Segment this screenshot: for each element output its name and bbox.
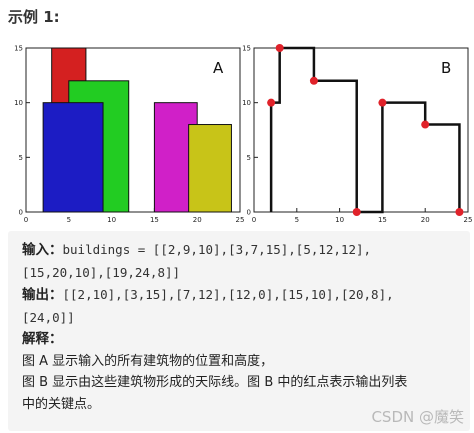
output-label: 输出 [22,287,49,303]
example-box: 输入：buildings = [[2,9,10],[3,7,15],[5,12,… [8,231,470,431]
y-tick-label: 10 [242,99,251,107]
input-value-2: [15,20,10],[19,24,8]] [22,264,181,280]
key-point [455,208,464,216]
key-point [309,76,318,85]
x-tick-label: 5 [67,216,71,224]
input-line: 输入：buildings = [[2,9,10],[3,7,15],[5,12,… [22,242,372,258]
y-tick-label: 0 [19,209,23,217]
x-tick-label: 25 [236,216,245,224]
x-tick-label: 10 [335,216,344,224]
y-tick-label: 0 [247,209,251,217]
key-point [267,98,276,107]
building-bar [42,102,104,213]
input-value-1: buildings = [[2,9,10],[3,7,15],[5,12,12]… [62,242,372,257]
explain-heading: 解释： [22,331,63,347]
explain-label: 解释 [22,331,49,347]
y-tick-label: 5 [247,154,251,162]
plot-frame [253,47,469,213]
building-bar [188,124,232,213]
y-tick-label: 10 [14,99,23,107]
example-heading: 示例 1: [8,8,60,26]
explain-line-3: 中的关键点。 [22,396,101,412]
key-point [378,98,387,107]
x-tick-label: 25 [464,216,473,224]
output-value-2: [24,0]] [22,309,75,325]
x-tick-label: 0 [24,216,28,224]
key-point [275,44,284,52]
input-line-cont: [15,20,10],[19,24,8]] [22,262,460,285]
x-tick-label: 20 [193,216,202,224]
watermark: CSDN @魔笑 [371,408,464,426]
y-tick-label: 15 [14,45,23,53]
explain-line-2: 图 B 显示由这些建筑物形成的天际线。图 B 中的红点表示输出列表 [22,375,408,390]
output-value-1: [[2,10],[3,15],[7,12],[12,0],[15,10],[20… [62,287,394,302]
x-tick-label: 0 [252,216,256,224]
key-point [352,208,361,216]
output-line-cont: [24,0]] [22,307,460,330]
x-tick-label: 5 [295,216,299,224]
x-tick-label: 20 [421,216,430,224]
explain-line-1: 图 A 显示输入的所有建筑物的位置和高度， [22,353,274,369]
x-tick-label: 15 [378,216,387,224]
key-point [421,120,430,129]
chart-panel-a: 0 5 10 15 20 25 0 5 10 15 A [14,45,244,225]
y-tick-label: 5 [19,154,23,162]
chart-panel-b: 0 5 10 15 20 25 0 5 10 15 B [242,44,472,224]
panel-label: B [441,59,451,77]
panel-label: A [213,59,224,77]
x-tick-label: 10 [107,216,116,224]
y-tick-label: 15 [242,45,251,53]
input-label: 输入 [22,242,49,258]
x-tick-label: 15 [150,216,159,224]
output-line: 输出：[[2,10],[3,15],[7,12],[12,0],[15,10],… [22,287,394,303]
